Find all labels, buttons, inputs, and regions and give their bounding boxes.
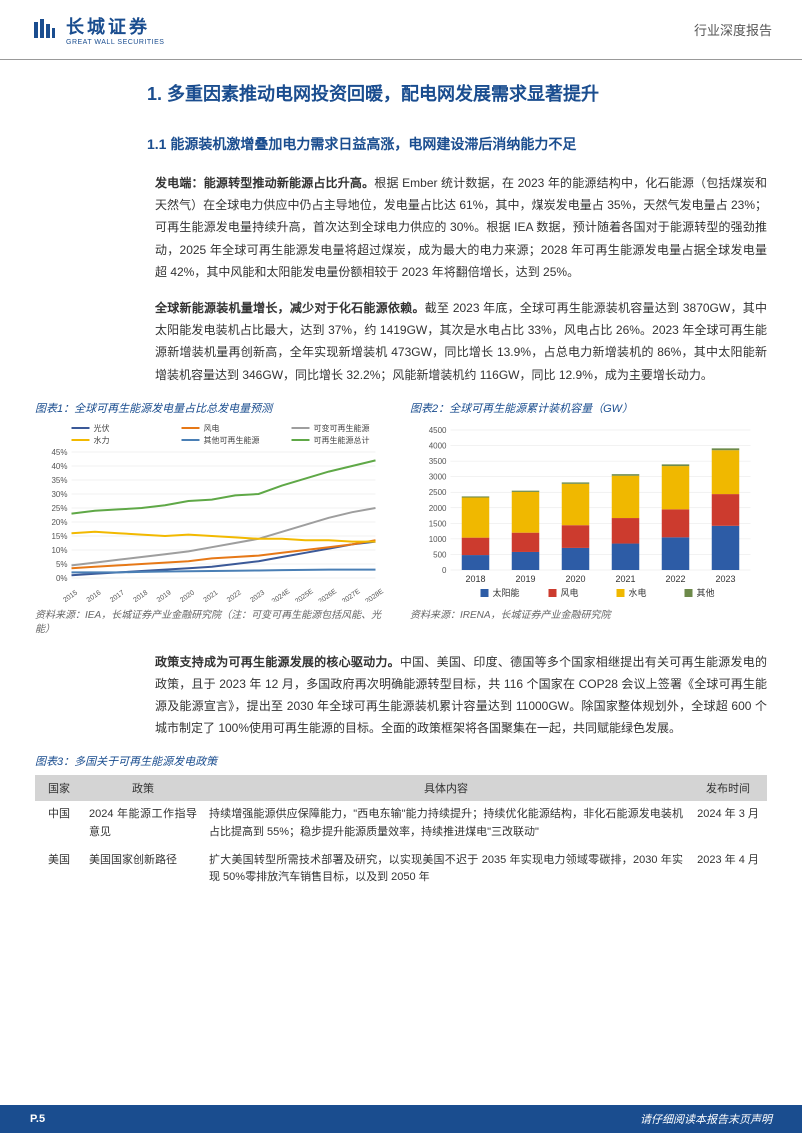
table-header-row: 国家政策具体内容发布时间 (35, 775, 767, 801)
svg-text:2016: 2016 (86, 589, 103, 602)
svg-text:2000: 2000 (429, 503, 447, 512)
svg-text:2026E: 2026E (318, 588, 339, 602)
svg-text:2018: 2018 (132, 589, 149, 602)
svg-text:0%: 0% (56, 574, 68, 583)
chart1-title: 图表1：全球可再生能源发电量占比总发电量预测 (35, 400, 392, 416)
svg-text:2015: 2015 (62, 589, 79, 602)
chart2-container: 图表2：全球可再生能源累计装机容量（GW） 0 500 1000 1500 2000 25… (410, 400, 767, 637)
table-row: 中国2024 年能源工作指导意见持续增强能源供应保障能力，"西电东输"能力持续提… (35, 801, 767, 846)
company-name-cn: 长城证券 (66, 13, 164, 39)
svg-text:2028E: 2028E (364, 588, 385, 602)
svg-text:15%: 15% (51, 532, 67, 541)
svg-text:0: 0 (442, 566, 447, 575)
paragraph-1: 发电端：能源转型推动新能源占比升高。根据 Ember 统计数据，在 2023 年… (155, 172, 767, 283)
svg-text:可再生能源总计: 可再生能源总计 (314, 435, 370, 445)
policy-table: 国家政策具体内容发布时间 中国2024 年能源工作指导意见持续增强能源供应保障能… (35, 775, 767, 891)
chart2-svg: 0 500 1000 1500 2000 2500 3000 3500 4000 4500 2018… (410, 422, 767, 602)
document-type: 行业深度报告 (694, 20, 772, 39)
svg-text:可变可再生能源: 可变可再生能源 (314, 423, 370, 433)
svg-text:2020: 2020 (565, 574, 585, 584)
company-logo: 长城证券 GREAT WALL SECURITIES (30, 13, 164, 46)
table-body: 中国2024 年能源工作指导意见持续增强能源供应保障能力，"西电东输"能力持续提… (35, 801, 767, 891)
svg-text:45%: 45% (51, 448, 67, 457)
heading-2: 1.1 能源装机激增叠加电力需求日益高涨，电网建设滞后消纳能力不足 (147, 134, 767, 154)
svg-text:2024E: 2024E (271, 588, 292, 602)
svg-text:2021: 2021 (203, 589, 220, 602)
svg-text:35%: 35% (51, 476, 67, 485)
page-header: 长城证券 GREAT WALL SECURITIES 行业深度报告 (0, 0, 802, 60)
table-section: 图表3：多国关于可再生能源发电政策 国家政策具体内容发布时间 中国2024 年能… (35, 753, 767, 891)
table-title: 图表3：多国关于可再生能源发电政策 (35, 753, 767, 769)
svg-text:1500: 1500 (429, 519, 447, 528)
table-header-cell: 发布时间 (689, 775, 767, 801)
logo-icon (30, 16, 58, 44)
para2-bold: 全球新能源装机量增长，减少对于化石能源依赖。 (155, 301, 425, 315)
page-number: P.5 (30, 1113, 45, 1125)
svg-text:2023: 2023 (249, 589, 266, 602)
svg-text:水力: 水力 (94, 435, 110, 445)
page-footer: P.5 请仔细阅读本报告末页声明 (0, 1105, 802, 1133)
table-cell: 2024 年能源工作指导意见 (83, 801, 203, 846)
svg-text:500: 500 (433, 550, 447, 559)
svg-text:10%: 10% (51, 546, 67, 555)
table-cell: 美国国家创新路径 (83, 847, 203, 892)
svg-text:2027E: 2027E (341, 588, 362, 602)
svg-text:2020: 2020 (179, 589, 196, 602)
svg-text:2021: 2021 (615, 574, 635, 584)
charts-row: 图表1：全球可再生能源发电量占比总发电量预测 0% 5% 10% 15% 20% 25% 3… (35, 400, 767, 637)
table-cell: 中国 (35, 801, 83, 846)
main-content: 1. 多重因素推动电网投资回暖，配电网发展需求显著提升 1.1 能源装机激增叠加… (0, 60, 802, 892)
svg-text:其他可再生能源: 其他可再生能源 (204, 435, 260, 445)
svg-text:风电: 风电 (204, 423, 220, 433)
table-cell: 2023 年 4 月 (689, 847, 767, 892)
paragraph-2: 全球新能源装机量增长，减少对于化石能源依赖。截至 2023 年底，全球可再生能源… (155, 297, 767, 386)
table-header-cell: 具体内容 (203, 775, 689, 801)
table-cell: 扩大美国转型所需技术部署及研究，以实现美国不迟于 2035 年实现电力领域零碳排… (203, 847, 689, 892)
chart1-svg: 0% 5% 10% 15% 20% 25% 30% 35% 40% 45% 2015 2016 2017… (35, 422, 392, 602)
footer-disclaimer: 请仔细阅读本报告末页声明 (640, 1111, 772, 1127)
svg-text:2500: 2500 (429, 488, 447, 497)
svg-text:其他: 其他 (697, 587, 715, 598)
table-header-cell: 政策 (83, 775, 203, 801)
svg-text:2019: 2019 (156, 589, 173, 602)
svg-text:2022: 2022 (665, 574, 685, 584)
svg-text:30%: 30% (51, 490, 67, 499)
table-cell: 美国 (35, 847, 83, 892)
svg-text:风电: 风电 (561, 587, 579, 598)
paragraph-3: 政策支持成为可再生能源发展的核心驱动力。中国、美国、印度、德国等多个国家相继提出… (155, 651, 767, 740)
svg-text:太阳能: 太阳能 (493, 587, 520, 598)
svg-text:2025E: 2025E (294, 588, 315, 602)
para1-bold: 发电端：能源转型推动新能源占比升高。 (155, 176, 374, 190)
svg-text:2019: 2019 (515, 574, 535, 584)
svg-text:5%: 5% (56, 560, 68, 569)
chart1-container: 图表1：全球可再生能源发电量占比总发电量预测 0% 5% 10% 15% 20% 25% 3… (35, 400, 392, 637)
company-name-en: GREAT WALL SECURITIES (66, 39, 164, 46)
para1-text: 根据 Ember 统计数据，在 2023 年的能源结构中，化石能源（包括煤炭和天… (155, 176, 767, 279)
chart2-title: 图表2：全球可再生能源累计装机容量（GW） (410, 400, 767, 416)
svg-text:光伏: 光伏 (94, 423, 110, 433)
heading-1: 1. 多重因素推动电网投资回暖，配电网发展需求显著提升 (147, 80, 767, 106)
svg-text:2022: 2022 (226, 589, 243, 602)
chart2-source: 资料来源：IRENA，长城证券产业金融研究院 (410, 609, 767, 623)
svg-text:水电: 水电 (629, 587, 647, 598)
svg-text:40%: 40% (51, 462, 67, 471)
table-cell: 持续增强能源供应保障能力，"西电东输"能力持续提升；持续优化能源结构，非化石能源… (203, 801, 689, 846)
svg-text:3500: 3500 (429, 457, 447, 466)
svg-text:2017: 2017 (109, 589, 126, 602)
table-header-cell: 国家 (35, 775, 83, 801)
svg-text:25%: 25% (51, 504, 67, 513)
chart1-source: 资料来源：IEA，长城证券产业金融研究院（注：可变可再生能源包括风能、光能） (35, 609, 392, 637)
svg-text:3000: 3000 (429, 472, 447, 481)
svg-text:4500: 4500 (429, 426, 447, 435)
svg-text:20%: 20% (51, 518, 67, 527)
svg-text:1000: 1000 (429, 535, 447, 544)
table-cell: 2024 年 3 月 (689, 801, 767, 846)
svg-text:4000: 4000 (429, 441, 447, 450)
svg-text:2023: 2023 (715, 574, 735, 584)
para3-bold: 政策支持成为可再生能源发展的核心驱动力。 (155, 655, 400, 669)
table-row: 美国美国国家创新路径扩大美国转型所需技术部署及研究，以实现美国不迟于 2035 … (35, 847, 767, 892)
svg-text:2018: 2018 (465, 574, 485, 584)
